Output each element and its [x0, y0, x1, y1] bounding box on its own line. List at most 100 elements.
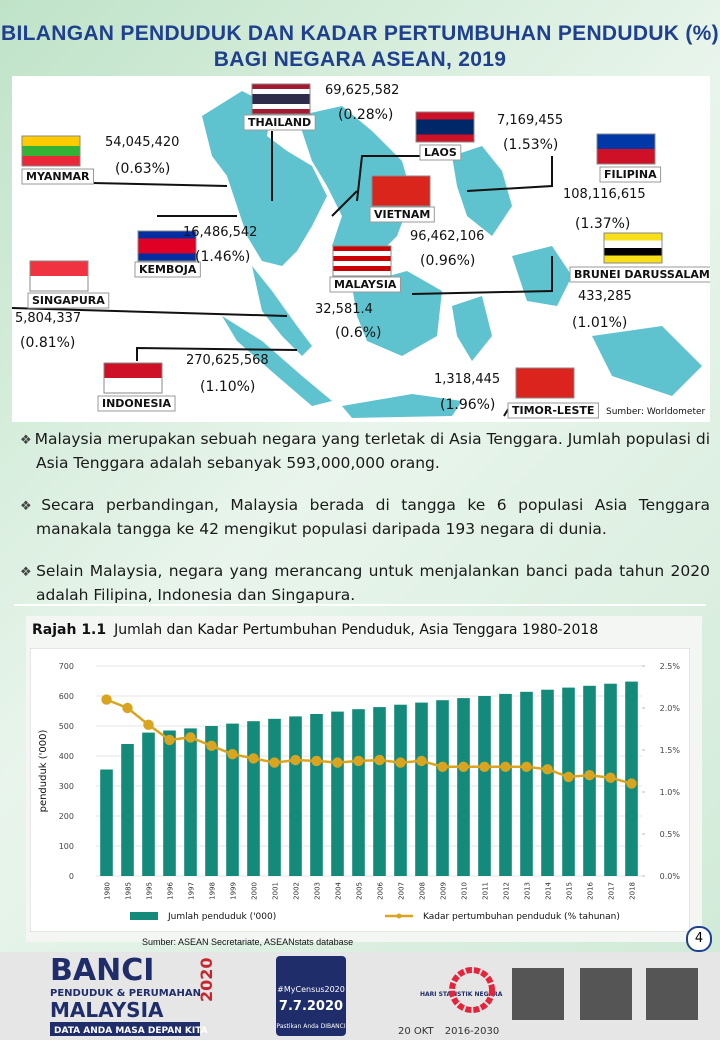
page-number: 4 [686, 926, 712, 952]
x-tick-label: 2007 [398, 882, 406, 900]
country: MALAYSIA [50, 998, 164, 1022]
bar [625, 681, 638, 876]
country-labels: THAILAND 69,625,582 (0.28%) LAOS 7,169,455 (1… [15, 83, 710, 419]
flag-stripe [252, 84, 310, 90]
tagline: DATA ANDA MASA DEPAN KITA [54, 1026, 208, 1036]
flag-stripe [416, 127, 474, 135]
growth-rate: (0.63%) [115, 161, 170, 177]
growth-rate: (1.10%) [200, 379, 255, 395]
bar [184, 728, 197, 876]
flag-border [332, 245, 392, 277]
growth-rate: (0.81%) [20, 335, 75, 351]
x-tick-label: 2018 [629, 882, 637, 900]
x-tick-label: 2005 [356, 882, 364, 900]
flag-border [371, 175, 431, 207]
bar [289, 716, 302, 876]
flag-stripe [416, 112, 474, 120]
flag-stripe [138, 238, 196, 247]
y-tick-label: 500 [59, 722, 74, 731]
growth-rate: (0.6%) [335, 325, 382, 341]
flag-border [515, 367, 575, 399]
bar [457, 698, 470, 876]
flag-stripe [104, 378, 162, 394]
bullet: Selain Malaysia, negara yang merancang u… [20, 560, 710, 606]
flag-stripe [30, 276, 88, 292]
y-axis-label: penduduk ('000) [38, 729, 49, 812]
qr-codes [512, 968, 698, 1020]
flag-stripe [597, 134, 655, 150]
country-name-box [27, 292, 110, 309]
bar [331, 711, 344, 876]
flag-stripe [22, 136, 80, 147]
country-name: VIETNAM [374, 208, 430, 221]
x-tick-label: 2008 [419, 882, 427, 900]
country-name: BRUNEI DARUSSALAM [574, 268, 710, 281]
x-tick-label: 2001 [272, 882, 280, 900]
country-name: INDONESIA [102, 397, 172, 410]
bar [226, 723, 239, 876]
flag-stripe [604, 233, 662, 241]
flag-border [251, 83, 311, 115]
legend-label: Jumlah penduduk ('000) [167, 912, 276, 922]
flag-border [137, 230, 197, 262]
flag-stripe [252, 109, 310, 115]
figure-caption: Rajah 1.1 Jumlah dan Kadar Pertumbuhan Pe… [32, 622, 598, 638]
flag-border [29, 260, 89, 292]
x-tick-label: 2004 [335, 881, 343, 899]
flag-stripe [138, 253, 196, 262]
x-tick-label: 2012 [503, 882, 511, 900]
flag-border [21, 135, 81, 167]
country-name-box [507, 402, 599, 419]
x-tick-label: 1997 [188, 882, 196, 900]
flag-stripe [138, 231, 196, 239]
population: 32,581.4 [315, 302, 373, 317]
x-tick-label: 2003 [314, 882, 322, 900]
country-name-box [97, 395, 176, 412]
flag-stripe [333, 256, 391, 262]
bar [562, 687, 575, 876]
country-name-box [369, 206, 435, 223]
banci: BANCI [50, 953, 154, 988]
flag-stripe [22, 146, 80, 157]
flag-stripe [604, 240, 662, 249]
flag-border [596, 133, 656, 165]
y-tick-label: 200 [59, 812, 74, 821]
population: 16,486,542 [183, 225, 257, 240]
x-tick-label: 1985 [125, 882, 133, 900]
subtitle: PENDUDUK & PERUMAHAN [50, 988, 201, 999]
stat-day: HARI STATISTIK NEGARA [420, 991, 503, 998]
country-name: MYANMAR [26, 170, 90, 183]
bar [310, 714, 323, 876]
sdg-wheel [449, 967, 495, 1013]
title-line: BILANGAN PENDUDUK DAN KADAR PERTUMBUHAN … [1, 22, 719, 45]
y-tick-label: 100 [59, 842, 74, 851]
y2-tick-label: 1.5% [660, 746, 681, 755]
y-tick-label: 400 [59, 752, 74, 761]
bar [163, 730, 176, 876]
population: 270,625,568 [186, 353, 269, 368]
y2-tick-label: 1.0% [660, 788, 681, 797]
y2-tick-label: 2.5% [660, 662, 681, 671]
population: 7,169,455 [497, 113, 563, 128]
flag-stripe [252, 94, 310, 100]
flag-border [103, 362, 163, 394]
growth-rate: (0.28%) [338, 107, 393, 123]
country-name-box [419, 144, 462, 161]
x-tick-label: 2017 [608, 882, 616, 900]
population: 5,804,337 [15, 311, 81, 326]
population: 108,116,615 [563, 187, 646, 202]
flag-stripe [138, 246, 196, 254]
legend-swatch [130, 912, 158, 920]
x-tick-label: 2000 [251, 882, 259, 900]
census-date: 7.7.2020 [279, 999, 343, 1014]
bullet: Malaysia merupakan sebuah negara yang te… [20, 428, 710, 474]
footer: BANCI 2020 PENDUDUK & PERUMAHAN MALAYSIA… [0, 952, 720, 1040]
x-tick-label: 2015 [566, 882, 574, 900]
separator [14, 604, 706, 606]
bar [121, 744, 134, 876]
country-name-box [599, 166, 662, 183]
asean-map: THAILAND 69,625,582 (0.28%) LAOS 7,169,455 (1… [12, 76, 710, 422]
population: 69,625,582 [325, 83, 399, 98]
country-name: MALAYSIA [334, 278, 397, 291]
flag-stripe [333, 271, 391, 277]
